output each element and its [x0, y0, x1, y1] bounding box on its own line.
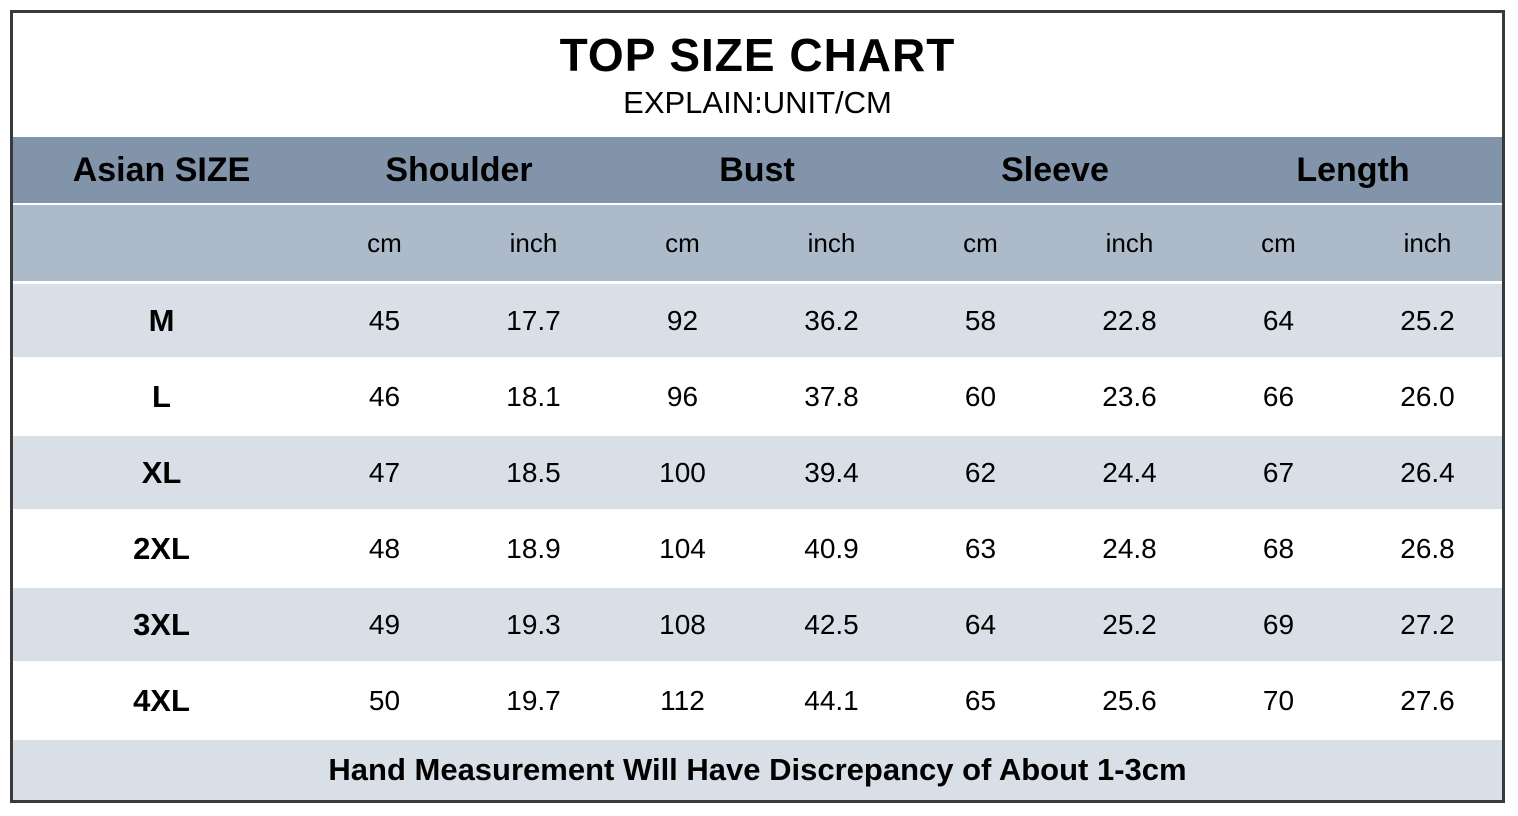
unit-label-length-cm: cm	[1261, 227, 1296, 258]
value-cell: 60	[964, 380, 997, 412]
value-cell: 25.6	[1102, 684, 1157, 716]
table-row-l: L 46 18.1 96 37.8 60 23.6 66 26.0	[13, 357, 1502, 433]
value-cell: 36.2	[804, 304, 859, 336]
value-cell: 46	[368, 380, 401, 412]
value-cell: 96	[666, 380, 699, 412]
value-cell: 26.0	[1400, 380, 1455, 412]
column-header-bust: Bust	[719, 150, 795, 189]
value-cell: 68	[1262, 532, 1295, 564]
unit-label-bust-cm: cm	[665, 227, 700, 258]
value-cell: 37.8	[804, 380, 859, 412]
value-cell: 64	[964, 608, 997, 640]
value-cell: 27.2	[1400, 608, 1455, 640]
title-block: TOP SIZE CHART EXPLAIN:UNIT/CM	[13, 13, 1502, 137]
value-cell: 18.5	[506, 456, 561, 488]
value-cell: 63	[964, 532, 997, 564]
value-cell: 69	[1262, 608, 1295, 640]
value-cell: 66	[1262, 380, 1295, 412]
value-cell: 17.7	[506, 304, 561, 336]
table-body: M 45 17.7 92 36.2 58 22.8 64 25.2 L 46 18.1 96 37.8 60…	[13, 281, 1502, 737]
size-label: 4XL	[133, 682, 190, 718]
value-cell: 100	[659, 456, 706, 488]
size-label: 3XL	[133, 606, 190, 642]
value-cell: 49	[368, 608, 401, 640]
value-cell: 26.8	[1400, 532, 1455, 564]
value-cell: 65	[964, 684, 997, 716]
unit-label-bust-inch: inch	[807, 227, 856, 258]
table-row-m: M 45 17.7 92 36.2 58 22.8 64 25.2	[13, 281, 1502, 357]
value-cell: 62	[964, 456, 997, 488]
size-label: XL	[141, 454, 182, 490]
table-row-xl: XL 47 18.5 100 39.4 62 24.4 67 26.4	[13, 433, 1502, 509]
value-cell: 39.4	[804, 456, 859, 488]
table-row-4xl: 4XL 50 19.7 112 44.1 65 25.6 70 27.6	[13, 661, 1502, 737]
size-chart-sheet: TOP SIZE CHART EXPLAIN:UNIT/CM Asian SIZ…	[10, 10, 1505, 803]
value-cell: 67	[1262, 456, 1295, 488]
table-units-row: cm inch cm inch cm inch cm inch	[13, 203, 1502, 281]
table-row-2xl: 2XL 48 18.9 104 40.9 63 24.8 68 26.8	[13, 509, 1502, 585]
unit-label-sleeve-cm: cm	[963, 227, 998, 258]
table-footer-row: Hand Measurement Will Have Discrepancy o…	[13, 737, 1502, 800]
value-cell: 48	[368, 532, 401, 564]
column-header-asian-size: Asian SIZE	[72, 150, 251, 189]
unit-label-sleeve-inch: inch	[1105, 227, 1154, 258]
unit-label-shoulder-cm: cm	[367, 227, 402, 258]
value-cell: 25.2	[1400, 304, 1455, 336]
value-cell: 45	[368, 304, 401, 336]
page-title: TOP SIZE CHART	[559, 28, 956, 81]
column-header-shoulder: Shoulder	[385, 150, 533, 189]
column-header-length: Length	[1296, 150, 1410, 189]
value-cell: 64	[1262, 304, 1295, 336]
value-cell: 50	[368, 684, 401, 716]
column-header-sleeve: Sleeve	[1001, 150, 1109, 189]
footer-note: Hand Measurement Will Have Discrepancy o…	[328, 752, 1187, 787]
value-cell: 19.3	[506, 608, 561, 640]
size-label: L	[152, 378, 171, 414]
value-cell: 23.6	[1102, 380, 1157, 412]
value-cell: 108	[659, 608, 706, 640]
value-cell: 22.8	[1102, 304, 1157, 336]
unit-label-length-inch: inch	[1403, 227, 1452, 258]
value-cell: 42.5	[804, 608, 859, 640]
page-subtitle: EXPLAIN:UNIT/CM	[623, 85, 892, 121]
unit-label-shoulder-inch: inch	[509, 227, 558, 258]
value-cell: 44.1	[804, 684, 859, 716]
value-cell: 27.6	[1400, 684, 1455, 716]
value-cell: 26.4	[1400, 456, 1455, 488]
size-label: M	[148, 302, 175, 338]
value-cell: 112	[660, 684, 705, 716]
value-cell: 70	[1262, 684, 1295, 716]
value-cell: 47	[368, 456, 401, 488]
value-cell: 58	[964, 304, 997, 336]
value-cell: 19.7	[506, 684, 561, 716]
value-cell: 40.9	[804, 532, 859, 564]
value-cell: 92	[666, 304, 699, 336]
table-row-3xl: 3XL 49 19.3 108 42.5 64 25.2 69 27.2	[13, 585, 1502, 661]
size-label: 2XL	[133, 530, 190, 566]
value-cell: 24.4	[1102, 456, 1157, 488]
value-cell: 18.9	[506, 532, 561, 564]
value-cell: 104	[659, 532, 706, 564]
value-cell: 25.2	[1102, 608, 1157, 640]
value-cell: 18.1	[506, 380, 561, 412]
value-cell: 24.8	[1102, 532, 1157, 564]
table-header-row: Asian SIZE Shoulder Bust Sleeve Length	[13, 137, 1502, 203]
